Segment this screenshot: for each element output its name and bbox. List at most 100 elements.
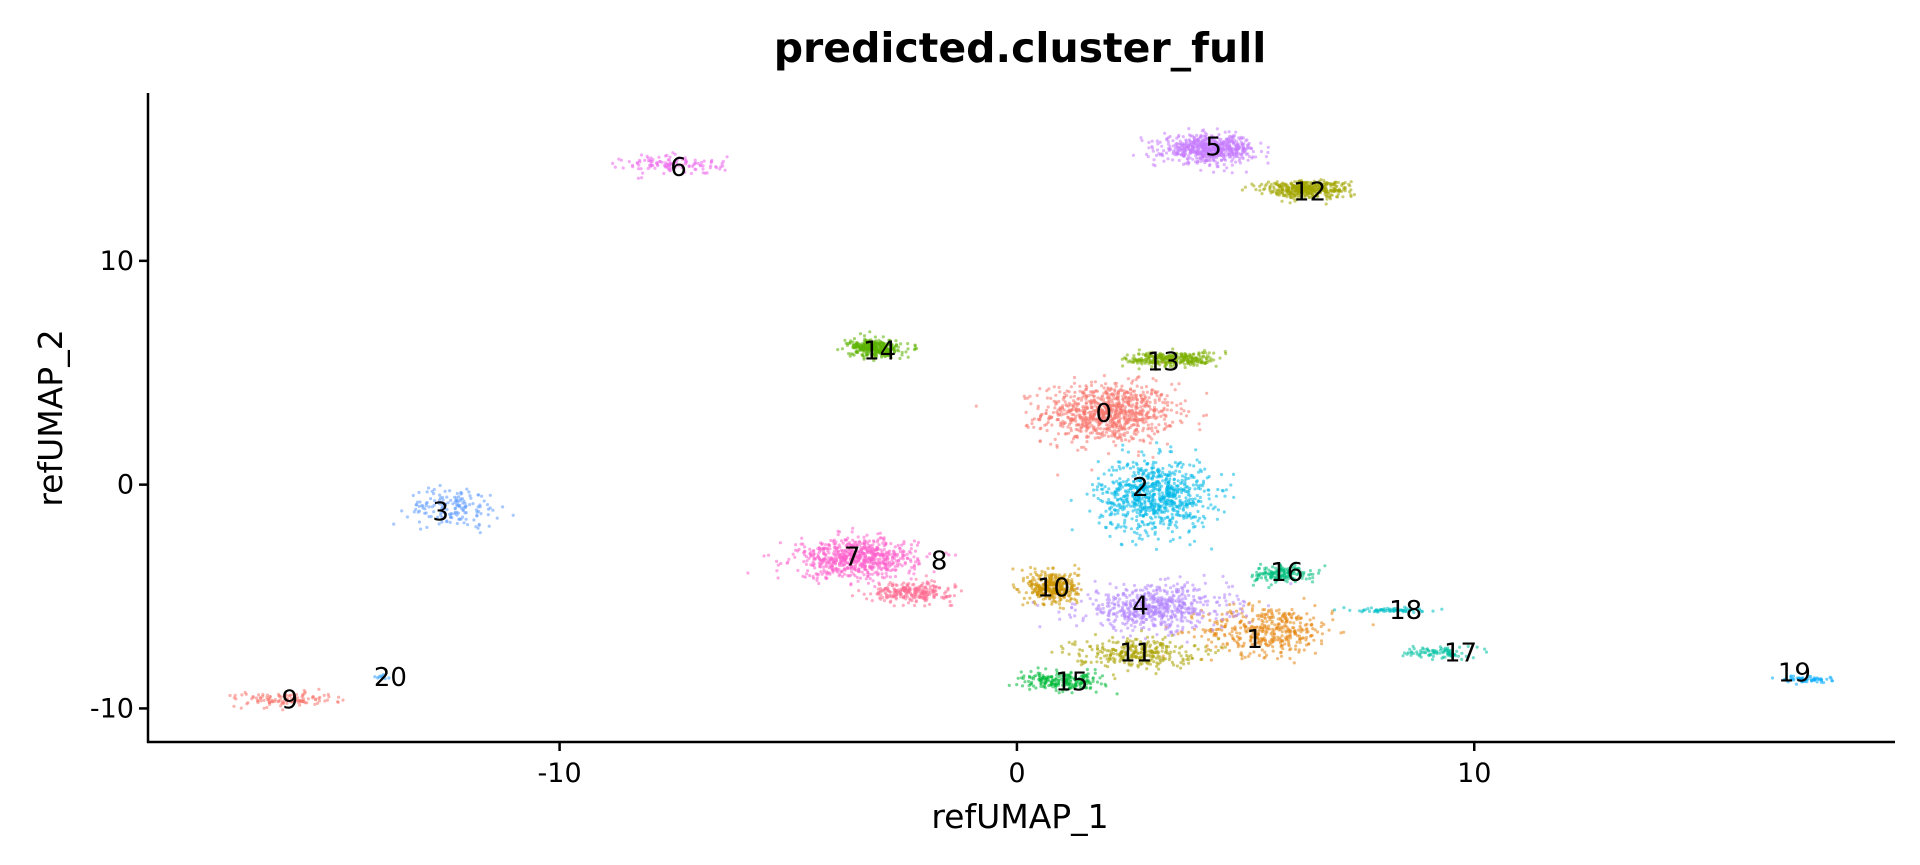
data-point (1069, 426, 1073, 430)
data-point (1173, 606, 1177, 610)
data-point (1229, 159, 1234, 163)
data-point (1070, 578, 1074, 582)
data-point (903, 562, 907, 566)
data-point (1120, 427, 1124, 431)
data-point (1245, 138, 1249, 142)
data-point (1176, 624, 1180, 628)
cluster-5-points (1131, 127, 1270, 175)
data-point (1222, 510, 1226, 514)
data-point (1216, 508, 1220, 512)
data-point (1050, 423, 1054, 427)
data-point (831, 570, 835, 574)
data-point (922, 586, 926, 590)
data-point (1175, 464, 1179, 468)
data-point (474, 525, 478, 529)
data-point (1236, 154, 1240, 159)
data-point (1180, 612, 1184, 616)
data-point (1045, 396, 1049, 400)
data-point (693, 167, 697, 171)
data-point (449, 498, 453, 502)
data-point (1101, 491, 1105, 495)
data-point (877, 561, 882, 565)
data-point (1220, 617, 1224, 622)
data-point (511, 513, 515, 517)
data-point (1163, 422, 1167, 426)
data-point (718, 167, 722, 171)
data-point (948, 594, 952, 598)
data-point (1136, 467, 1140, 471)
data-point (627, 160, 631, 164)
data-point (1112, 440, 1116, 444)
data-point (1140, 412, 1144, 416)
data-point (1047, 387, 1051, 391)
data-point (1241, 615, 1245, 619)
data-point (653, 166, 657, 170)
data-point (1169, 586, 1173, 590)
data-point (1086, 593, 1090, 597)
data-point (1148, 400, 1152, 404)
data-point (1280, 630, 1284, 634)
data-point (1060, 406, 1064, 410)
data-point (866, 570, 870, 575)
data-point (1203, 467, 1207, 471)
data-point (938, 586, 942, 590)
data-point (1165, 590, 1169, 594)
data-point (1176, 509, 1180, 513)
data-point (613, 165, 617, 169)
data-point (870, 565, 874, 569)
data-point (1170, 465, 1174, 469)
data-point (887, 583, 891, 587)
data-point (1251, 625, 1256, 629)
data-point (1099, 610, 1103, 614)
data-point (1160, 409, 1164, 413)
data-point (1144, 417, 1148, 421)
data-point (802, 560, 806, 564)
data-point (1093, 428, 1097, 433)
data-point (1229, 149, 1233, 153)
data-point (1169, 616, 1173, 620)
data-point (1298, 640, 1302, 645)
data-point (1163, 599, 1168, 603)
data-point (1127, 401, 1131, 405)
data-point (1011, 567, 1015, 571)
data-point (1089, 380, 1094, 384)
data-point (1113, 422, 1117, 426)
data-point (901, 549, 905, 553)
data-point (1222, 141, 1226, 145)
data-point (876, 532, 880, 536)
data-point (925, 580, 929, 584)
data-point (1106, 409, 1110, 413)
data-point (1097, 420, 1102, 424)
data-point (1158, 140, 1162, 144)
data-point (1271, 627, 1275, 631)
data-point (1108, 534, 1112, 539)
data-point (1160, 602, 1164, 607)
data-point (1118, 467, 1122, 471)
data-point (1287, 612, 1291, 616)
data-point (1123, 518, 1127, 522)
data-point (1230, 634, 1234, 638)
data-point (1210, 640, 1214, 644)
data-point (1138, 505, 1142, 509)
data-point (813, 566, 817, 570)
data-point (448, 520, 452, 525)
data-point (1185, 505, 1189, 509)
data-point (1133, 393, 1137, 397)
data-point (701, 164, 705, 168)
data-point (816, 547, 820, 551)
data-point (924, 574, 928, 578)
data-point (1112, 481, 1116, 485)
data-point (1143, 506, 1147, 510)
data-point (1187, 606, 1191, 610)
data-point (1084, 397, 1088, 401)
data-point (1246, 158, 1250, 162)
data-point (1093, 579, 1097, 583)
data-point (1110, 392, 1114, 396)
data-point (1191, 500, 1196, 505)
data-point (1151, 455, 1155, 459)
data-point (791, 552, 795, 556)
data-point (1212, 623, 1216, 627)
data-point (1076, 448, 1080, 452)
data-point (1155, 441, 1159, 445)
data-point (1135, 398, 1139, 402)
